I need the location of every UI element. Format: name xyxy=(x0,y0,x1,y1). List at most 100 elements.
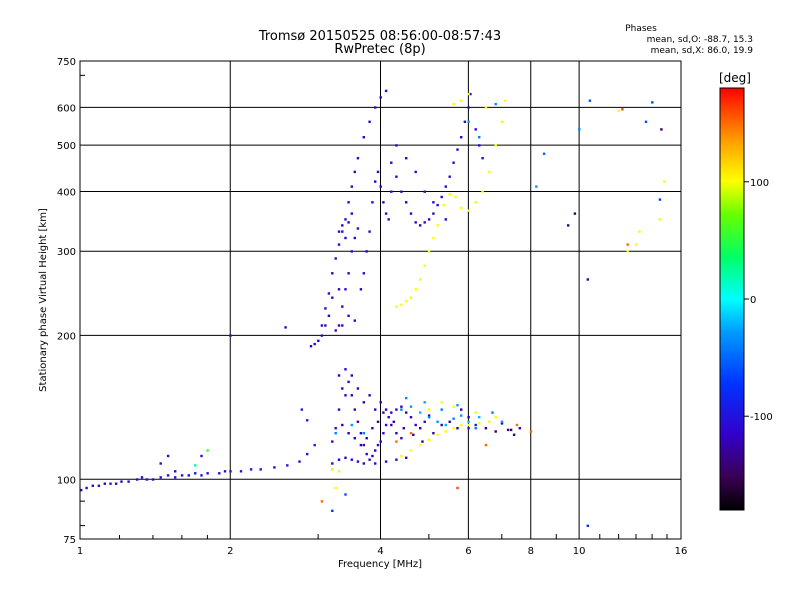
data-point xyxy=(402,427,405,430)
data-point xyxy=(127,480,130,483)
data-point xyxy=(371,427,374,430)
data-point xyxy=(494,430,497,433)
y-tick-label: 200 xyxy=(57,331,76,342)
data-point xyxy=(347,380,350,384)
data-point xyxy=(334,257,337,260)
data-point xyxy=(400,190,403,193)
data-point xyxy=(320,334,324,337)
colorbar-tick-label: 0 xyxy=(750,295,756,306)
data-point xyxy=(395,432,398,435)
data-point xyxy=(421,440,424,443)
y-tick-label: 750 xyxy=(57,57,76,68)
data-point xyxy=(347,201,350,204)
data-point xyxy=(239,470,243,473)
data-point xyxy=(567,224,570,227)
colorbar-tick-layer: 100 0 -100 xyxy=(744,178,773,423)
data-point xyxy=(432,201,435,204)
data-point xyxy=(390,161,393,164)
data-point xyxy=(331,296,334,299)
data-point xyxy=(206,449,209,452)
data-point xyxy=(423,190,426,193)
data-point xyxy=(506,428,510,432)
x-axis-label: Frequency [MHz] xyxy=(338,559,422,570)
data-point xyxy=(467,416,470,419)
data-point xyxy=(376,443,380,447)
data-point xyxy=(324,307,327,310)
data-point xyxy=(494,102,497,106)
data-point xyxy=(384,423,388,427)
colorbar-title: [deg] xyxy=(719,71,751,85)
data-point xyxy=(481,190,484,193)
data-point xyxy=(484,106,488,109)
x-tick-label: 16 xyxy=(675,546,688,557)
data-point xyxy=(484,427,488,430)
data-point xyxy=(350,212,353,215)
y-tick-layer: 75 100 200 300 400 500 600 750 xyxy=(57,57,85,546)
data-point xyxy=(166,454,170,458)
data-point xyxy=(452,417,455,420)
data-point xyxy=(469,92,472,96)
data-point xyxy=(427,414,431,417)
data-point xyxy=(368,230,371,233)
data-point xyxy=(456,486,459,490)
data-point xyxy=(460,423,463,427)
data-point xyxy=(586,524,589,527)
data-point xyxy=(334,427,337,430)
data-point xyxy=(432,236,435,240)
data-point xyxy=(359,432,363,435)
data-point xyxy=(384,460,388,463)
data-point xyxy=(341,230,344,233)
data-point xyxy=(542,152,546,155)
data-point xyxy=(588,99,592,102)
data-point xyxy=(347,432,350,435)
data-point xyxy=(460,206,463,210)
data-point xyxy=(337,408,341,411)
data-point xyxy=(626,243,629,246)
data-point xyxy=(379,401,382,404)
data-point xyxy=(218,472,221,475)
data-point xyxy=(174,470,177,473)
data-point xyxy=(452,427,455,430)
data-point xyxy=(456,148,459,151)
data-point xyxy=(309,345,313,348)
data-point xyxy=(350,250,353,253)
data-point xyxy=(660,128,663,131)
data-point xyxy=(481,157,484,160)
data-point xyxy=(337,230,341,233)
data-point xyxy=(379,440,382,443)
data-point xyxy=(331,440,334,443)
data-point xyxy=(382,411,385,414)
data-point xyxy=(353,170,356,174)
data-point xyxy=(423,401,426,404)
data-point xyxy=(300,408,303,411)
data-point xyxy=(409,405,413,408)
data-point xyxy=(356,227,360,230)
data-point xyxy=(362,136,365,139)
data-point xyxy=(337,324,341,327)
data-point xyxy=(503,99,507,102)
data-point xyxy=(91,484,94,487)
data-point xyxy=(436,420,439,423)
data-point xyxy=(344,493,347,496)
data-point xyxy=(414,423,417,427)
data-point xyxy=(344,236,347,240)
data-point xyxy=(337,243,341,246)
data-point xyxy=(223,470,227,473)
data-point xyxy=(474,128,477,131)
data-point xyxy=(85,486,88,490)
data-point xyxy=(400,437,403,440)
data-point xyxy=(331,272,334,275)
data-point xyxy=(353,437,356,440)
data-point xyxy=(331,462,334,465)
data-point xyxy=(444,423,447,427)
data-point xyxy=(535,185,538,188)
points-layer xyxy=(80,89,666,527)
chart-subtitle: RwPretec (8p) xyxy=(334,42,425,57)
data-point xyxy=(356,157,360,160)
data-point xyxy=(621,108,624,111)
data-point xyxy=(414,288,417,291)
data-point xyxy=(344,394,347,397)
data-point xyxy=(374,462,377,465)
data-point xyxy=(80,488,83,492)
colorbar-tick-label: -100 xyxy=(750,412,773,423)
